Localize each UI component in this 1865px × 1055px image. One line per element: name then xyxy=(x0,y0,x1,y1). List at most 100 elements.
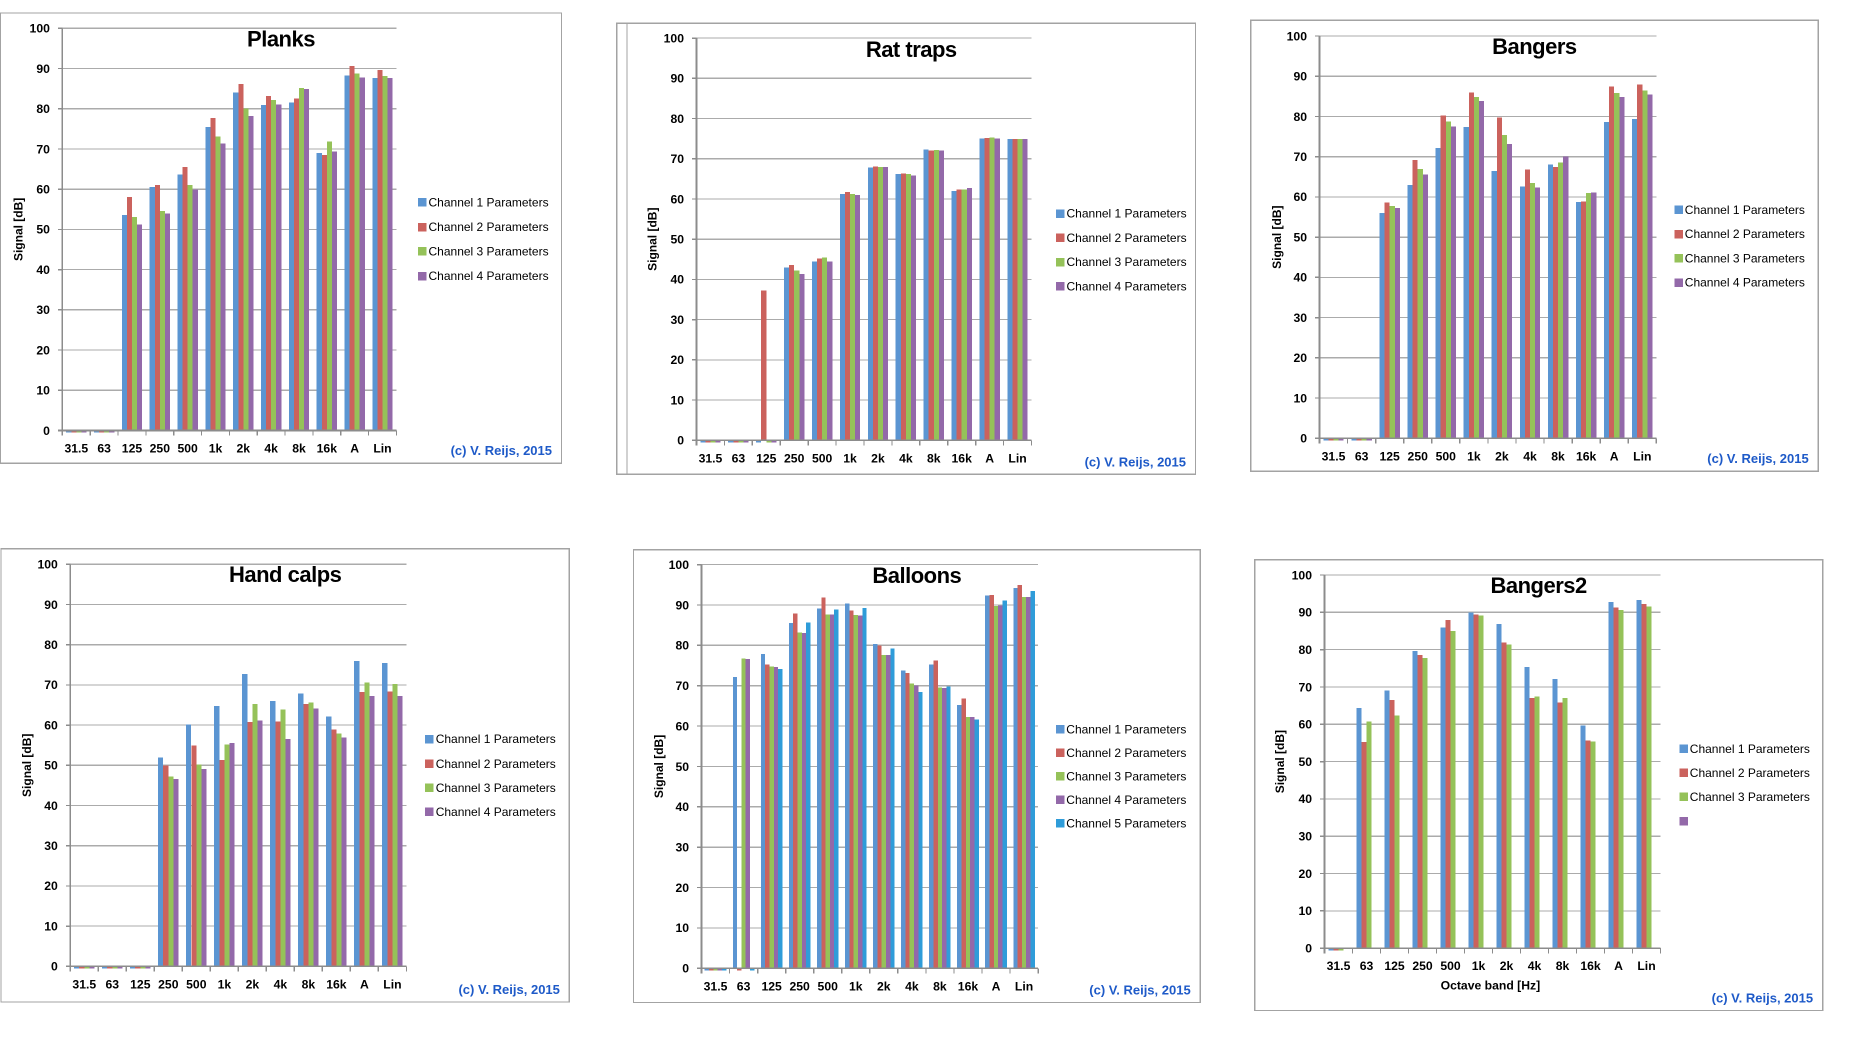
svg-text:Lin: Lin xyxy=(1015,979,1033,993)
svg-text:8k: 8k xyxy=(933,979,947,993)
svg-text:125: 125 xyxy=(122,442,143,456)
svg-text:500: 500 xyxy=(1440,959,1461,973)
svg-text:125: 125 xyxy=(130,977,151,991)
svg-text:0: 0 xyxy=(1300,432,1307,446)
svg-text:30: 30 xyxy=(670,313,684,327)
svg-text:20: 20 xyxy=(1298,867,1312,881)
svg-text:125: 125 xyxy=(1379,449,1400,463)
svg-text:Channel 4 Parameters: Channel 4 Parameters xyxy=(1685,276,1805,290)
svg-text:63: 63 xyxy=(737,979,751,993)
svg-text:90: 90 xyxy=(36,62,50,76)
svg-text:125: 125 xyxy=(761,979,782,993)
svg-text:60: 60 xyxy=(675,719,689,733)
svg-text:100: 100 xyxy=(37,558,58,572)
svg-text:Lin: Lin xyxy=(1633,449,1651,463)
svg-text:Bangers2: Bangers2 xyxy=(1491,573,1588,598)
svg-text:Channel 1 Parameters: Channel 1 Parameters xyxy=(1066,722,1186,736)
svg-text:2k: 2k xyxy=(1500,959,1514,973)
svg-text:90: 90 xyxy=(675,598,689,612)
svg-text:4k: 4k xyxy=(274,977,288,991)
svg-text:80: 80 xyxy=(1293,110,1307,124)
svg-text:0: 0 xyxy=(51,960,58,974)
svg-text:A: A xyxy=(1614,959,1623,973)
svg-text:10: 10 xyxy=(44,919,58,933)
svg-text:4k: 4k xyxy=(1528,959,1542,973)
svg-text:1k: 1k xyxy=(843,451,857,465)
svg-text:63: 63 xyxy=(1360,959,1374,973)
svg-text:63: 63 xyxy=(106,977,120,991)
svg-text:250: 250 xyxy=(1412,959,1433,973)
svg-text:Lin: Lin xyxy=(1008,451,1026,465)
svg-text:70: 70 xyxy=(1293,150,1307,164)
svg-text:Channel 1 Parameters: Channel 1 Parameters xyxy=(1067,207,1187,221)
svg-text:Bangers: Bangers xyxy=(1492,34,1577,59)
svg-text:(c) V. Reijs, 2015: (c) V. Reijs, 2015 xyxy=(451,443,552,458)
svg-text:A: A xyxy=(992,979,1001,993)
svg-text:Balloons: Balloons xyxy=(872,563,961,588)
svg-text:50: 50 xyxy=(675,760,689,774)
svg-text:50: 50 xyxy=(1293,230,1307,244)
svg-text:125: 125 xyxy=(756,451,777,465)
svg-text:50: 50 xyxy=(670,233,684,247)
svg-text:4k: 4k xyxy=(905,979,919,993)
svg-text:Channel 2 Parameters: Channel 2 Parameters xyxy=(1690,766,1810,780)
svg-text:20: 20 xyxy=(36,343,50,357)
svg-text:16k: 16k xyxy=(317,442,338,456)
svg-text:Channel 3 Parameters: Channel 3 Parameters xyxy=(1685,251,1805,265)
svg-text:40: 40 xyxy=(1298,792,1312,806)
svg-text:63: 63 xyxy=(97,442,111,456)
svg-text:(c) V. Reijs, 2015: (c) V. Reijs, 2015 xyxy=(1085,454,1186,469)
svg-text:20: 20 xyxy=(44,879,58,893)
svg-text:Lin: Lin xyxy=(383,977,401,991)
svg-text:60: 60 xyxy=(36,182,50,196)
svg-text:90: 90 xyxy=(1293,70,1307,84)
svg-text:Signal [dB]: Signal [dB] xyxy=(12,198,26,261)
svg-text:31.5: 31.5 xyxy=(704,979,728,993)
svg-text:100: 100 xyxy=(1292,568,1313,582)
svg-text:80: 80 xyxy=(36,102,50,116)
svg-text:(c) V. Reijs, 2015: (c) V. Reijs, 2015 xyxy=(458,982,559,997)
svg-text:0: 0 xyxy=(43,424,50,438)
svg-text:250: 250 xyxy=(789,979,810,993)
svg-text:31.5: 31.5 xyxy=(1327,959,1351,973)
svg-text:90: 90 xyxy=(44,598,58,612)
svg-text:A: A xyxy=(1610,449,1619,463)
svg-text:0: 0 xyxy=(1305,942,1312,956)
svg-text:16k: 16k xyxy=(1580,959,1601,973)
svg-text:50: 50 xyxy=(44,759,58,773)
svg-text:10: 10 xyxy=(1293,391,1307,405)
svg-text:2k: 2k xyxy=(877,979,891,993)
svg-text:10: 10 xyxy=(670,393,684,407)
svg-text:500: 500 xyxy=(1436,449,1457,463)
svg-text:16k: 16k xyxy=(1576,449,1597,463)
svg-text:70: 70 xyxy=(1298,680,1312,694)
svg-text:50: 50 xyxy=(1298,755,1312,769)
svg-text:Channel 5 Parameters: Channel 5 Parameters xyxy=(1066,816,1186,830)
svg-text:30: 30 xyxy=(44,839,58,853)
svg-text:500: 500 xyxy=(177,442,198,456)
svg-text:90: 90 xyxy=(670,72,684,86)
svg-text:60: 60 xyxy=(44,718,58,732)
svg-text:Octave band [Hz]: Octave band [Hz] xyxy=(1441,979,1541,993)
svg-text:Channel 2 Parameters: Channel 2 Parameters xyxy=(1066,746,1186,760)
svg-text:100: 100 xyxy=(669,558,690,572)
svg-text:100: 100 xyxy=(30,22,51,36)
svg-text:100: 100 xyxy=(664,31,685,45)
svg-text:31.5: 31.5 xyxy=(64,442,88,456)
svg-text:30: 30 xyxy=(1293,311,1307,325)
svg-text:63: 63 xyxy=(1355,449,1369,463)
svg-text:Hand calps: Hand calps xyxy=(229,562,342,587)
svg-text:2k: 2k xyxy=(246,977,260,991)
svg-text:20: 20 xyxy=(670,353,684,367)
svg-text:40: 40 xyxy=(675,800,689,814)
svg-text:Signal [dB]: Signal [dB] xyxy=(20,734,34,797)
svg-text:40: 40 xyxy=(44,799,58,813)
svg-text:4k: 4k xyxy=(1523,449,1537,463)
svg-text:250: 250 xyxy=(784,451,805,465)
svg-text:16k: 16k xyxy=(958,979,979,993)
svg-text:Channel 4 Parameters: Channel 4 Parameters xyxy=(1067,279,1187,293)
svg-text:Lin: Lin xyxy=(373,442,391,456)
svg-text:Channel 2 Parameters: Channel 2 Parameters xyxy=(1685,227,1805,241)
svg-text:4k: 4k xyxy=(264,442,278,456)
svg-text:10: 10 xyxy=(1298,904,1312,918)
